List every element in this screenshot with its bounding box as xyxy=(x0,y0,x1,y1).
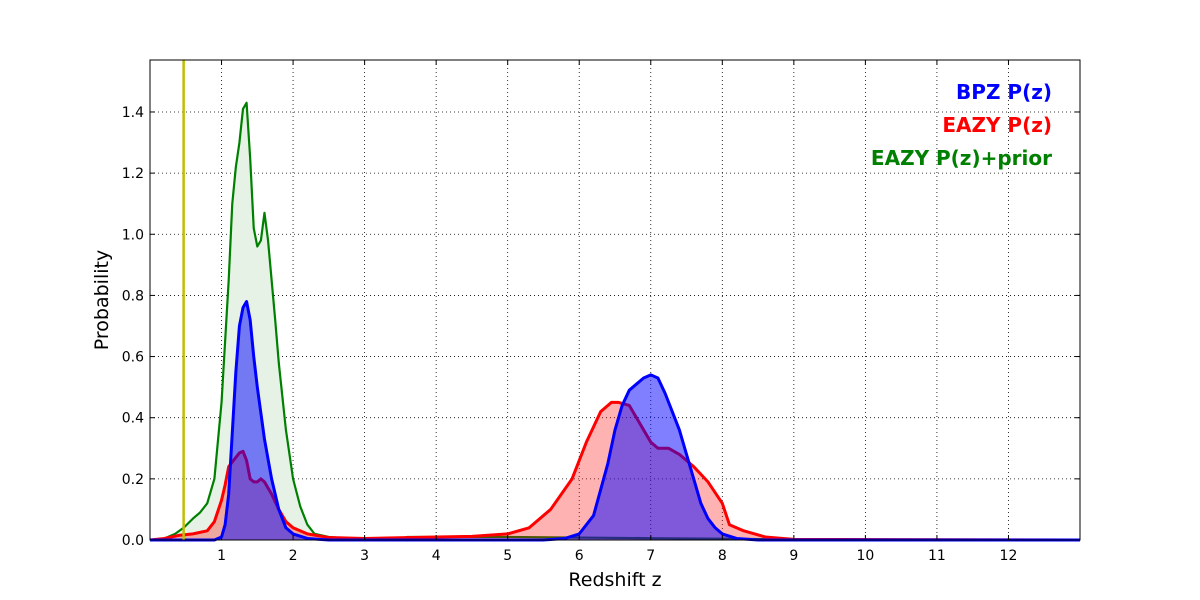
legend-entry: EAZY P(z) xyxy=(942,113,1052,137)
x-tick-label: 9 xyxy=(789,548,798,564)
y-tick-label: 1.2 xyxy=(122,166,144,182)
x-tick-label: 11 xyxy=(928,548,946,564)
axis-ticks: 1 2 3 4 5 6 7 8 9 10 11 120.00.20.40.60.81.01.21.4 xyxy=(122,60,1080,564)
legend: BPZ P(z) EAZY P(z) EAZY P(z)+prior xyxy=(871,80,1052,170)
y-tick-label: 0.8 xyxy=(122,288,144,304)
legend-entry: EAZY P(z)+prior xyxy=(871,146,1052,170)
x-tick-label: 5 xyxy=(503,548,512,564)
y-tick-label: 0.6 xyxy=(122,350,144,366)
bpz-p-z-area xyxy=(150,301,1080,540)
x-tick-label: 1 xyxy=(217,548,226,564)
y-tick-label: 0.2 xyxy=(122,472,144,488)
legend-entry: BPZ P(z) xyxy=(956,80,1052,104)
bpz-p-z-line xyxy=(150,300,1080,542)
x-axis-label: Redshift z xyxy=(568,569,661,591)
x-tick-label: 3 xyxy=(360,548,369,564)
y-tick-label: 1.4 xyxy=(122,105,144,121)
plot-frame xyxy=(149,59,1081,541)
y-tick-label: 0.4 xyxy=(122,411,144,427)
y-tick-label: 0.0 xyxy=(122,533,144,549)
y-axis-label: Probability xyxy=(91,250,113,350)
x-tick-label: 12 xyxy=(1000,548,1018,564)
series-layer xyxy=(149,101,1081,542)
y-tick-label: 1.0 xyxy=(122,227,144,243)
x-tick-label: 6 xyxy=(575,548,584,564)
x-tick-label: 4 xyxy=(432,548,441,564)
x-tick-label: 8 xyxy=(718,548,727,564)
x-tick-label: 10 xyxy=(856,548,874,564)
x-tick-label: 7 xyxy=(646,548,655,564)
x-tick-label: 2 xyxy=(289,548,298,564)
